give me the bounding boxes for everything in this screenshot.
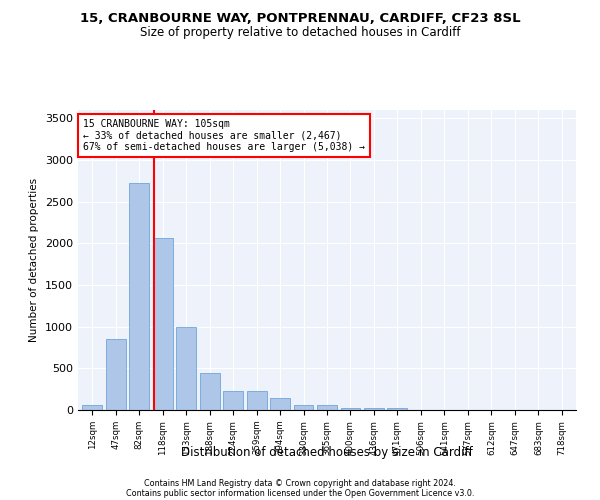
Bar bbox=[270, 398, 290, 410]
Bar bbox=[129, 184, 149, 410]
Bar bbox=[223, 391, 243, 410]
Text: Size of property relative to detached houses in Cardiff: Size of property relative to detached ho… bbox=[140, 26, 460, 39]
Bar bbox=[106, 339, 125, 410]
Text: Contains public sector information licensed under the Open Government Licence v3: Contains public sector information licen… bbox=[126, 490, 474, 498]
Text: 15 CRANBOURNE WAY: 105sqm
← 33% of detached houses are smaller (2,467)
67% of se: 15 CRANBOURNE WAY: 105sqm ← 33% of detac… bbox=[83, 119, 365, 152]
Bar bbox=[152, 238, 173, 410]
Bar bbox=[341, 408, 361, 410]
Y-axis label: Number of detached properties: Number of detached properties bbox=[29, 178, 40, 342]
Bar bbox=[364, 408, 384, 410]
Bar bbox=[82, 405, 102, 410]
Bar bbox=[176, 326, 196, 410]
Text: 15, CRANBOURNE WAY, PONTPRENNAU, CARDIFF, CF23 8SL: 15, CRANBOURNE WAY, PONTPRENNAU, CARDIFF… bbox=[80, 12, 520, 26]
Bar bbox=[200, 372, 220, 410]
Bar bbox=[247, 391, 266, 410]
Bar bbox=[317, 406, 337, 410]
Bar bbox=[293, 404, 313, 410]
Text: Distribution of detached houses by size in Cardiff: Distribution of detached houses by size … bbox=[181, 446, 473, 459]
Text: Contains HM Land Registry data © Crown copyright and database right 2024.: Contains HM Land Registry data © Crown c… bbox=[144, 480, 456, 488]
Bar bbox=[388, 408, 407, 410]
